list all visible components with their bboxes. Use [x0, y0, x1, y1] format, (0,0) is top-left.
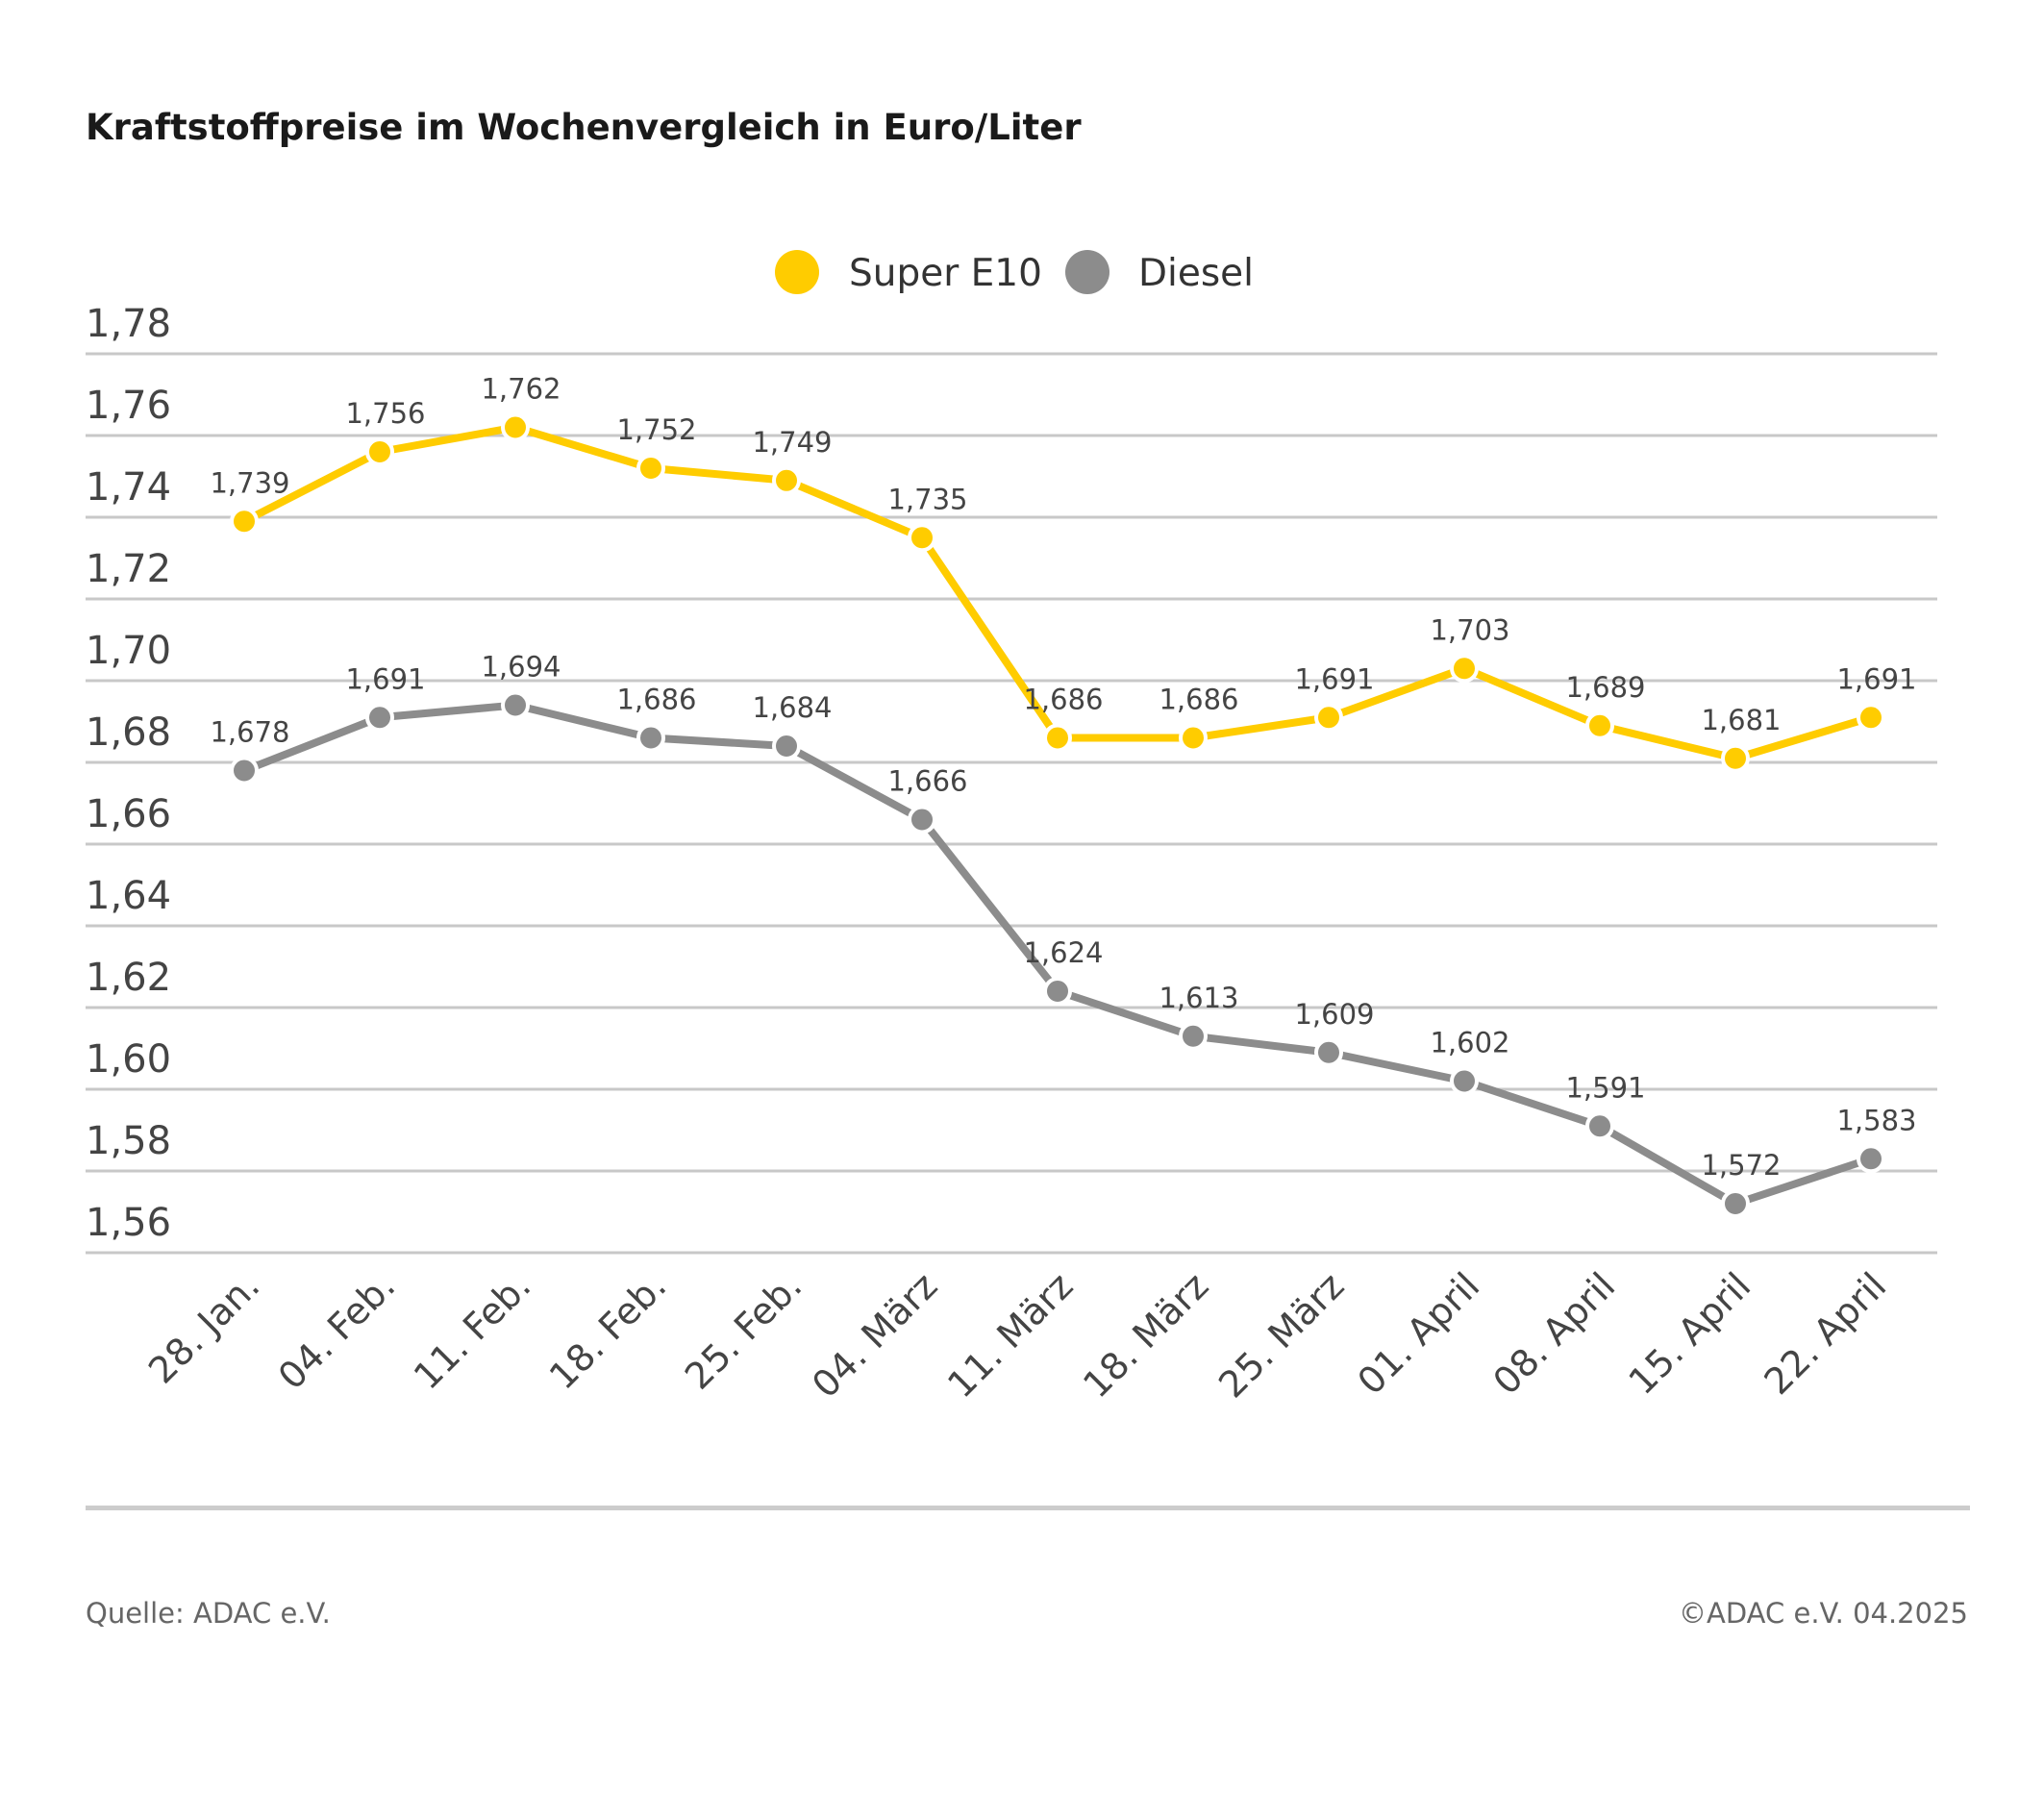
- data-point-diesel: [636, 723, 665, 753]
- y-tick-label: 1,62: [86, 956, 171, 1000]
- data-point-super-e10: [1585, 710, 1614, 740]
- x-tick-label: 22. April: [1757, 1264, 1895, 1403]
- data-point-super-e10: [1043, 723, 1072, 753]
- y-tick-label: 1,70: [86, 629, 171, 673]
- data-point-super-e10: [1857, 703, 1885, 733]
- data-point-diesel: [1043, 977, 1072, 1006]
- data-label-diesel: 1,572: [1701, 1149, 1781, 1182]
- legend-marker-diesel: [1065, 250, 1109, 294]
- data-label-diesel: 1,684: [752, 691, 832, 724]
- data-point-super-e10: [1450, 654, 1479, 684]
- data-label-super-e10: 1,756: [345, 397, 425, 430]
- x-tick-label: 25. Feb.: [677, 1264, 810, 1398]
- bottom-divider: [86, 1506, 1970, 1510]
- data-point-diesel: [365, 703, 394, 733]
- data-label-diesel: 1,609: [1294, 998, 1374, 1031]
- copyright-note: ©ADAC e.V. 04.2025: [1679, 1597, 1968, 1630]
- data-point-diesel: [1585, 1111, 1614, 1141]
- data-point-super-e10: [230, 507, 259, 536]
- x-tick-label: 25. März: [1210, 1264, 1352, 1406]
- data-point-super-e10: [908, 523, 936, 553]
- y-tick-label: 1,74: [86, 465, 171, 510]
- data-label-super-e10: 1,752: [616, 413, 696, 446]
- data-point-super-e10: [1314, 703, 1343, 733]
- data-label-super-e10: 1,691: [1294, 662, 1374, 695]
- data-point-diesel: [908, 805, 936, 834]
- data-point-super-e10: [636, 454, 665, 483]
- data-label-super-e10: 1,762: [481, 373, 561, 406]
- legend-marker-super-e10: [775, 250, 819, 294]
- data-point-diesel: [1721, 1189, 1750, 1218]
- x-axis: 28. Jan. 04. Feb. 11. Feb. 18. Feb. 25. Feb.…: [140, 1264, 1894, 1406]
- x-tick-label: 15. April: [1621, 1264, 1759, 1403]
- data-label-super-e10: 1,735: [887, 483, 967, 515]
- data-point-super-e10: [1721, 743, 1750, 773]
- data-label-diesel: 1,678: [210, 716, 289, 749]
- data-point-diesel: [772, 732, 801, 760]
- y-tick-label: 1,64: [86, 874, 171, 918]
- y-tick-label: 1,72: [86, 547, 171, 591]
- y-axis: 1,56 1,58 1,60 1,62 1,64 1,66 1,68 1,70 1,72 1,74…: [86, 302, 171, 1245]
- x-tick-label: 18. März: [1075, 1264, 1216, 1406]
- y-tick-label: 1,78: [86, 302, 171, 346]
- data-label-super-e10: 1,739: [210, 466, 289, 499]
- data-label-diesel: 1,602: [1430, 1027, 1509, 1059]
- x-tick-label: 11. Feb.: [406, 1264, 539, 1398]
- y-tick-label: 1,76: [86, 384, 171, 428]
- data-label-diesel: 1,583: [1836, 1104, 1916, 1136]
- x-tick-label: 18. Feb.: [541, 1264, 675, 1398]
- x-tick-label: 11. März: [939, 1264, 1081, 1406]
- chart-title: Kraftstoffpreise im Wochenvergleich in E…: [86, 107, 1082, 148]
- data-point-diesel: [1857, 1144, 1885, 1174]
- x-tick-label: 08. April: [1485, 1264, 1624, 1403]
- x-tick-label: 04. Feb.: [270, 1264, 404, 1398]
- y-tick-label: 1,68: [86, 710, 171, 755]
- x-tick-label: 01. April: [1350, 1264, 1488, 1403]
- data-label-super-e10: 1,749: [752, 426, 832, 459]
- legend-label-diesel: Diesel: [1138, 252, 1254, 295]
- data-point-super-e10: [772, 465, 801, 495]
- y-tick-label: 1,58: [86, 1119, 171, 1163]
- source-note: Quelle: ADAC e.V.: [86, 1597, 331, 1630]
- data-point-super-e10: [1179, 723, 1208, 753]
- data-label-diesel: 1,691: [345, 662, 425, 695]
- data-label-diesel: 1,624: [1023, 936, 1103, 969]
- data-point-diesel: [1450, 1066, 1479, 1096]
- data-label-super-e10: 1,691: [1836, 662, 1916, 695]
- data-label-diesel: 1,666: [887, 765, 967, 798]
- data-labels: 1,739 1,756 1,762 1,752 1,749 1,735 1,686 1,686…: [210, 373, 1916, 1183]
- x-tick-label: 04. März: [804, 1264, 945, 1406]
- data-label-diesel: 1,591: [1565, 1071, 1645, 1104]
- gridlines: [86, 352, 1937, 1255]
- y-tick-label: 1,60: [86, 1037, 171, 1082]
- data-point-diesel: [501, 690, 530, 720]
- y-tick-label: 1,66: [86, 792, 171, 836]
- data-label-super-e10: 1,703: [1430, 613, 1509, 646]
- data-point-diesel: [230, 756, 259, 785]
- data-point-diesel: [1314, 1037, 1343, 1067]
- legend: Super E10 Diesel: [775, 250, 1254, 295]
- data-label-super-e10: 1,681: [1701, 704, 1781, 736]
- data-label-super-e10: 1,686: [1023, 684, 1103, 716]
- y-tick-label: 1,56: [86, 1201, 171, 1245]
- data-label-super-e10: 1,689: [1565, 671, 1645, 704]
- data-label-super-e10: 1,686: [1159, 684, 1238, 716]
- data-label-diesel: 1,613: [1159, 982, 1238, 1014]
- data-point-super-e10: [501, 412, 530, 442]
- series-lines: [230, 412, 1885, 1218]
- legend-label-super-e10: Super E10: [849, 252, 1042, 295]
- data-label-diesel: 1,686: [616, 684, 696, 716]
- data-point-diesel: [1179, 1021, 1208, 1051]
- data-label-diesel: 1,694: [481, 651, 561, 684]
- x-tick-label: 28. Jan.: [140, 1264, 267, 1391]
- data-point-super-e10: [365, 437, 394, 466]
